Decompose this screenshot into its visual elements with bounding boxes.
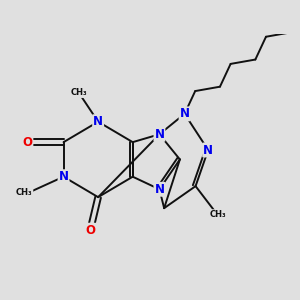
Text: N: N: [203, 143, 213, 157]
Text: N: N: [93, 115, 103, 128]
Text: N: N: [180, 107, 190, 120]
Text: CH₃: CH₃: [209, 210, 226, 219]
Text: N: N: [58, 170, 69, 183]
Text: CH₃: CH₃: [16, 188, 33, 197]
Text: O: O: [85, 224, 95, 237]
Text: CH₃: CH₃: [70, 88, 87, 97]
Text: O: O: [22, 136, 32, 148]
Text: N: N: [154, 128, 164, 141]
Text: N: N: [154, 183, 164, 196]
